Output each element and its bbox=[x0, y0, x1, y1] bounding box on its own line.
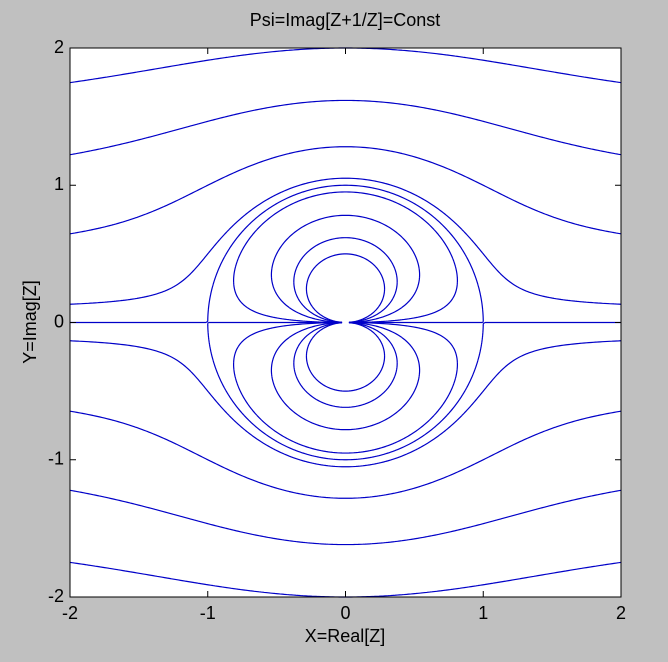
contour-line bbox=[69, 237, 622, 546]
contour-line bbox=[69, 99, 622, 408]
contour-line bbox=[69, 214, 622, 499]
contour-line bbox=[70, 184, 621, 461]
y-tick-label: 1 bbox=[54, 174, 64, 194]
contour-line bbox=[69, 253, 622, 598]
y-tick-label: 0 bbox=[54, 311, 64, 331]
x-axis-label: X=Real[Z] bbox=[305, 626, 386, 646]
x-tick-label: 1 bbox=[478, 603, 488, 623]
y-tick-label: 2 bbox=[54, 37, 64, 57]
chart-title: Psi=Imag[Z+1/Z]=Const bbox=[250, 10, 441, 30]
y-tick-label: -1 bbox=[48, 449, 64, 469]
x-tick-label: -1 bbox=[200, 603, 216, 623]
y-tick-label: -2 bbox=[48, 586, 64, 606]
x-tick-label: -2 bbox=[62, 603, 78, 623]
contour-line bbox=[69, 47, 622, 392]
y-axis-label: Y=Imag[Z] bbox=[20, 280, 40, 364]
x-tick-label: 2 bbox=[616, 603, 626, 623]
contour-line bbox=[69, 146, 622, 431]
x-tick-label: 0 bbox=[340, 603, 350, 623]
